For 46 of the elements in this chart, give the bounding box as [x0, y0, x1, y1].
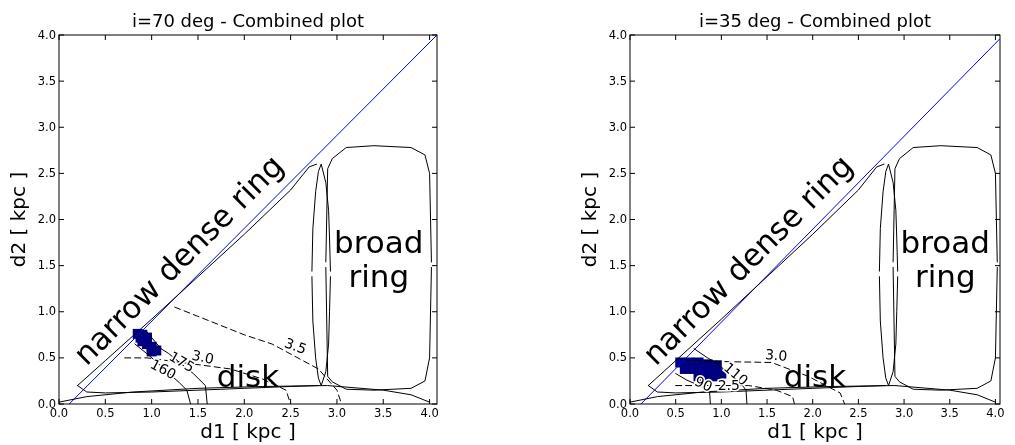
x-tick-label: 0.5 [666, 406, 685, 420]
y-tick-label: 2.0 [608, 212, 627, 226]
x-tick-label: 3.0 [327, 406, 347, 420]
annotation: broad ring [334, 223, 424, 294]
y-tick-label: 1.5 [608, 258, 627, 273]
y-tick-label: 0.5 [37, 350, 56, 365]
x-axis-title: d1 [ kpc ] [200, 419, 296, 443]
x-tick-label: 3.5 [374, 406, 393, 420]
y-tick-label: 4.0 [37, 27, 56, 42]
x-tick-label: 3.0 [894, 406, 914, 420]
annotation: broad ring [900, 223, 990, 294]
y-tick-label: 2.5 [37, 165, 56, 180]
x-tick-label: 2.0 [235, 406, 254, 420]
x-tick-label: 1.5 [188, 406, 208, 420]
y-tick-label: 0.5 [608, 350, 627, 365]
y-tick-label: 1.5 [37, 258, 56, 273]
x-tick-label: 1.0 [142, 406, 161, 420]
y-axis-title: d2 [ kpc ] [6, 171, 30, 268]
y-tick-label: 3.5 [37, 73, 56, 88]
annotation: disk [216, 357, 280, 394]
chart-title: i=70 deg - Combined plot [131, 10, 365, 31]
y-axis-title: d2 [ kpc ] [577, 171, 601, 268]
annotation: 3.5 [282, 334, 309, 358]
y-tick-label: 1.0 [37, 304, 56, 319]
y-tick-label: 2.0 [37, 212, 56, 226]
y-tick-label: 3.5 [608, 73, 627, 88]
x-tick-label: 1.5 [757, 406, 777, 420]
x-tick-label: 4.0 [986, 406, 1005, 420]
x-tick-label: 2.0 [803, 406, 822, 420]
x-tick-label: 0.0 [620, 406, 640, 420]
x-tick-label: 0.0 [49, 406, 69, 420]
x-tick-label: 2.5 [281, 406, 300, 420]
annotation: 3.0 [764, 346, 789, 364]
y-tick-label: 3.0 [608, 119, 627, 134]
x-tick-label: 4.0 [420, 406, 439, 420]
y-tick-label: 3.0 [37, 119, 56, 134]
annotation: 90 [692, 372, 716, 395]
y-tick-label: 1.0 [608, 304, 627, 319]
x-tick-label: 2.5 [849, 406, 868, 420]
x-tick-label: 1.0 [712, 406, 731, 420]
chart-title: i=35 deg - Combined plot [698, 10, 932, 31]
x-axis-title: d1 [ kpc ] [767, 419, 863, 443]
x-tick-label: 3.5 [940, 406, 959, 420]
y-tick-label: 4.0 [608, 27, 627, 42]
x-tick-label: 0.5 [96, 406, 115, 420]
y-tick-label: 2.5 [608, 165, 627, 180]
